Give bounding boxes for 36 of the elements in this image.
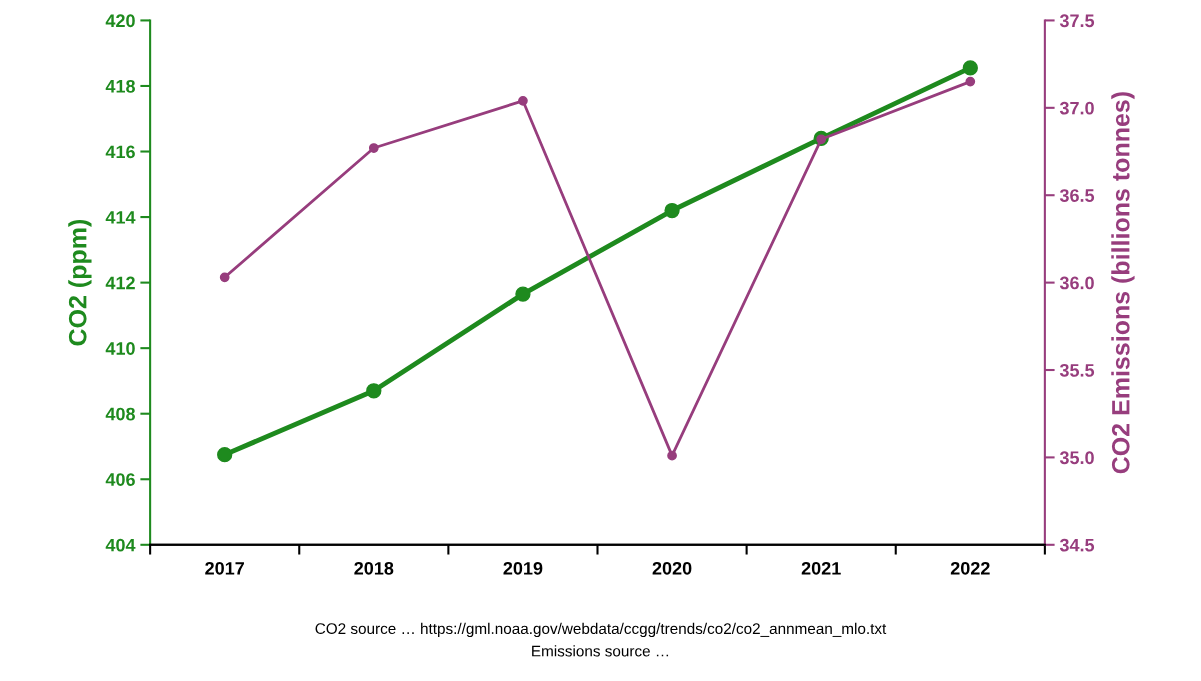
point xyxy=(368,143,379,153)
point xyxy=(664,202,680,219)
y2-tick-label: 36.0 xyxy=(1059,276,1094,290)
y-tick-label: 412 xyxy=(105,276,135,290)
y-tick-label: 418 xyxy=(105,79,135,93)
point xyxy=(219,272,230,283)
point xyxy=(962,60,978,76)
y2-tick-label: 34.5 xyxy=(1059,538,1095,552)
point xyxy=(515,286,531,302)
point xyxy=(366,383,382,399)
y2-tick-label: 35.5 xyxy=(1059,363,1095,377)
y-tick-label: 406 xyxy=(105,473,135,486)
y-tick-label: 408 xyxy=(105,407,135,421)
x-tick-label: 2017 xyxy=(205,561,244,575)
y2-tick-label: 37.5 xyxy=(1059,14,1095,28)
x-tick-label: 2018 xyxy=(354,561,394,575)
y2-tick-label: 36.5 xyxy=(1059,189,1095,202)
text: CO2 source … https://gml.noaa.gov/webdata/ccgg/trends/co2/co2_annmean_mlo.txt xyxy=(315,622,887,638)
point xyxy=(518,95,528,106)
y2-tick-label: 37.0 xyxy=(1059,101,1094,115)
y-tick-label: 404 xyxy=(105,538,136,552)
point xyxy=(217,447,233,463)
text: Emissions source … xyxy=(532,645,669,657)
y-axis-title: CO2 (ppm) xyxy=(68,219,92,346)
y-tick-label: 416 xyxy=(105,145,135,159)
y-tick-label: 414 xyxy=(105,211,136,224)
y2-tick-label: 35.0 xyxy=(1059,451,1094,465)
point xyxy=(965,76,976,87)
x-tick-label: 2020 xyxy=(652,561,692,575)
point xyxy=(667,450,677,461)
x-tick-label: 2019 xyxy=(503,561,543,575)
y2-axis-title: CO2 Emissions (billions tonnes) xyxy=(1111,92,1135,474)
x-tick-label: 2022 xyxy=(950,561,990,575)
x-tick-label: 2021 xyxy=(801,561,841,575)
y-tick-label: 420 xyxy=(105,14,135,28)
y-tick-label: 410 xyxy=(105,342,135,355)
